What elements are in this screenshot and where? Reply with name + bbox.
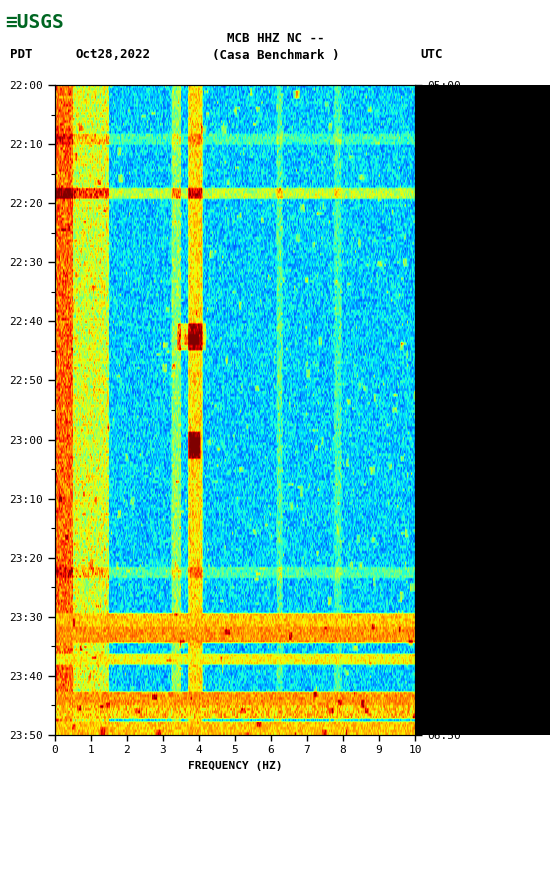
Text: UTC: UTC: [420, 48, 443, 62]
Text: Oct28,2022: Oct28,2022: [75, 48, 150, 62]
X-axis label: FREQUENCY (HZ): FREQUENCY (HZ): [188, 761, 282, 771]
Text: (Casa Benchmark ): (Casa Benchmark ): [213, 48, 339, 62]
Text: PDT: PDT: [10, 48, 33, 62]
Text: ≡USGS: ≡USGS: [5, 12, 63, 31]
Text: MCB HHZ NC --: MCB HHZ NC --: [227, 31, 325, 45]
